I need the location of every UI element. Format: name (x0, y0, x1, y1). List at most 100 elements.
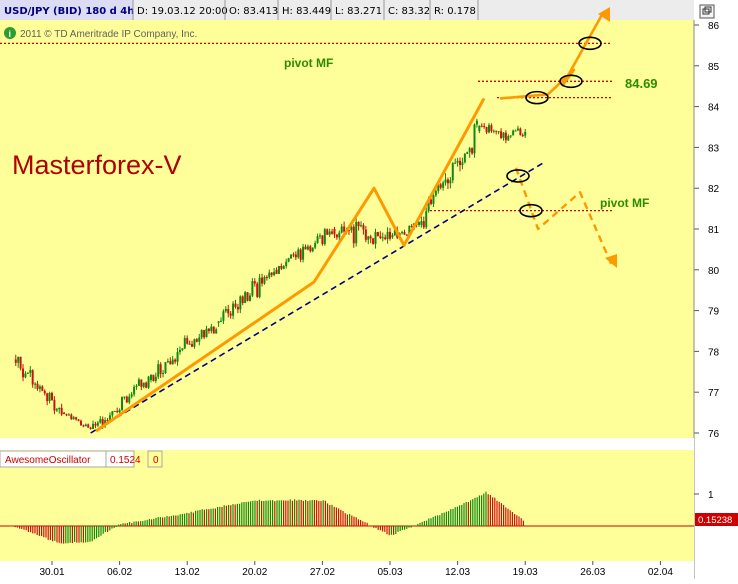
time-tick-label: 06.02 (107, 567, 132, 578)
candle-body (454, 162, 457, 164)
price-tick-label: 79 (708, 307, 720, 318)
candle-body (316, 236, 319, 244)
candle-body (229, 313, 232, 316)
time-tick-label: 19.03 (513, 567, 538, 578)
time-ticks: 30.01 06.02 13.02 20.02 27.02 05.03 12.03 19.03… (39, 561, 673, 578)
time-tick-label: 30.01 (39, 567, 64, 578)
candle-body (343, 226, 346, 232)
candle-body (41, 386, 44, 391)
candle-body (318, 235, 321, 237)
bull-arrow-head (598, 7, 610, 22)
watermark-text: Masterforex-V (12, 150, 182, 180)
candle-body (352, 226, 355, 244)
symbol-cell[interactable] (0, 0, 133, 20)
candle-body (323, 229, 326, 245)
candle-body (251, 281, 254, 296)
candle-body (222, 311, 225, 321)
candle-body (147, 376, 150, 388)
oscillator-plot-area[interactable] (0, 450, 694, 561)
time-tick-label: 02.04 (648, 567, 673, 578)
price-axis (694, 0, 738, 579)
candle-body (118, 410, 121, 413)
candle-body (277, 265, 280, 274)
candle-body (417, 222, 420, 225)
candle-body (389, 231, 391, 239)
candle-body (26, 372, 29, 374)
candle-body (473, 124, 476, 154)
candle-body (203, 330, 206, 338)
candle-body (275, 269, 278, 274)
candle-body (369, 236, 372, 239)
time-tick-label: 26.03 (580, 567, 605, 578)
candle-body (290, 254, 293, 259)
candle-body (302, 246, 305, 260)
price-tick-label: 77 (708, 388, 720, 399)
candle-body (287, 258, 290, 262)
oscillator-name: AwesomeOscillator (5, 455, 91, 466)
level-label: 84.69 (625, 76, 658, 91)
candle-body (72, 417, 75, 420)
candle-body (265, 276, 268, 278)
close-label: C: 83.32 (388, 6, 430, 17)
candle-body (82, 425, 85, 427)
level-ellipse-marker (559, 74, 583, 89)
candle-body (391, 235, 394, 238)
level-ellipse-marker (519, 203, 543, 218)
candle-body (502, 132, 505, 138)
candle-body (29, 370, 32, 373)
candle-body (425, 211, 428, 228)
price-tick-label: 81 (708, 225, 720, 236)
candle-body (234, 303, 237, 307)
support-trendline (90, 161, 546, 434)
price-tick-label: 86 (708, 21, 720, 32)
candle-body (256, 283, 259, 297)
candle-body (99, 419, 102, 423)
candle-body (331, 231, 334, 234)
candle-body (512, 130, 515, 136)
candle-body (253, 281, 256, 284)
candle-body (31, 370, 34, 385)
candle-body (178, 349, 181, 353)
candle-body (188, 343, 191, 345)
candle-body (166, 361, 169, 363)
candle-body (92, 423, 95, 429)
candle-body (430, 199, 433, 204)
candle-body (205, 328, 208, 338)
candle-body (212, 326, 215, 334)
candle-body (191, 344, 194, 347)
candle-body (282, 266, 285, 269)
candle-body (46, 393, 49, 402)
candle-body (14, 359, 17, 363)
candle-body (442, 182, 445, 188)
oscillator-tick-label: 1 (708, 490, 714, 501)
candle-body (164, 362, 167, 374)
candle-body (446, 179, 449, 184)
candle-body (309, 246, 312, 252)
candle-body (338, 232, 341, 238)
bear-forecast-path (514, 167, 614, 267)
info-icon[interactable] (4, 27, 16, 39)
candle-body (22, 368, 25, 378)
candle-body (280, 265, 283, 269)
pivot-bottom-label: pivot MF (600, 196, 649, 210)
candle-body (111, 411, 114, 416)
candle-body (514, 130, 517, 132)
pivot-top-label: pivot MF (284, 56, 333, 70)
candle-body (157, 364, 160, 377)
candle-body (500, 131, 503, 138)
open-label: O: 83.413 (229, 6, 278, 17)
candle-body (128, 396, 131, 403)
candle-body (420, 221, 423, 225)
price-ticks: 76 77 78 79 80 81 82 83 84 85 86 (693, 20, 720, 579)
candle-body (355, 221, 358, 244)
candlesticks (14, 118, 527, 430)
candle-body (403, 232, 406, 235)
candle-body (193, 339, 196, 347)
candle-body (432, 195, 435, 204)
candle-body (183, 338, 186, 349)
symbol-label: USD/JPY (BID) 180 d 4h (4, 6, 134, 17)
candle-body (87, 424, 90, 428)
price-tick-label: 84 (708, 103, 720, 114)
restore-window-icon[interactable] (699, 4, 715, 19)
